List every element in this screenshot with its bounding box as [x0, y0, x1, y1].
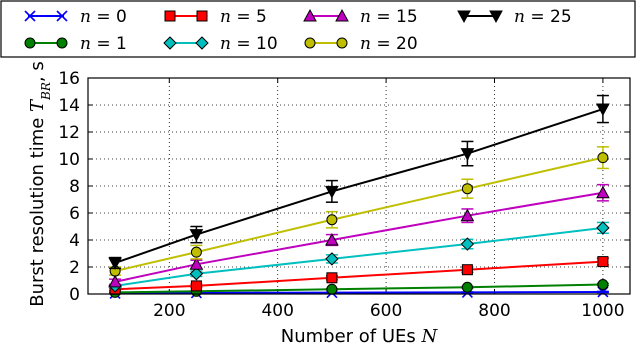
legend-label: n = 10	[220, 34, 278, 54]
x-tick-label: 800	[478, 301, 510, 321]
y-tick-label: 12	[58, 123, 80, 143]
y-tick-label: 16	[58, 69, 80, 89]
data-point	[189, 229, 204, 242]
x-tick-label: 1000	[581, 301, 624, 321]
legend-entry: n = 10	[163, 34, 278, 54]
legend-marker	[195, 36, 209, 50]
legend-label: n = 5	[220, 7, 267, 27]
legend-entry: n = 20	[304, 34, 418, 54]
legend-entry: n = 5	[164, 7, 267, 27]
x-tick-label: 600	[370, 301, 402, 321]
legend-marker	[24, 10, 36, 22]
legend-entry: n = 0	[24, 7, 127, 27]
data-point	[596, 221, 610, 235]
data-point	[460, 208, 475, 222]
legend-marker	[163, 36, 177, 50]
data-point	[325, 252, 339, 266]
data-point	[461, 281, 473, 293]
legend-entry: n = 15	[303, 7, 418, 27]
data-point	[325, 232, 339, 246]
data-point	[190, 280, 202, 292]
data-point	[189, 267, 204, 281]
legend-entry: n = 25	[457, 7, 572, 27]
data-point	[108, 274, 122, 288]
legend-label: n = 15	[360, 7, 418, 27]
legend-label: n = 1	[80, 34, 127, 54]
series-4	[108, 183, 610, 288]
y-tick-label: 10	[58, 150, 80, 170]
data-point	[596, 103, 610, 117]
legend-marker	[304, 37, 316, 49]
y-tick-label: 2	[69, 258, 80, 278]
data-point	[461, 183, 473, 195]
data-point	[597, 152, 609, 164]
x-tick-label: 400	[261, 301, 293, 321]
y-tick-label: 14	[58, 96, 80, 116]
data-point	[190, 246, 202, 258]
legend-marker	[303, 8, 317, 22]
y-tick-label: 8	[69, 177, 80, 197]
series-5	[109, 146, 609, 277]
y-tick-label: 6	[69, 204, 80, 224]
legend-marker	[24, 37, 36, 49]
y-tick-label: 0	[69, 285, 80, 305]
data-point	[460, 237, 475, 251]
legend-marker	[457, 10, 471, 24]
y-tick-label: 4	[69, 231, 80, 251]
series-6	[108, 94, 610, 270]
data-point	[108, 257, 122, 270]
series-2	[109, 256, 609, 295]
legend-marker	[489, 10, 503, 24]
legend-marker	[56, 37, 68, 49]
legend-marker	[336, 37, 348, 49]
legend-label: n = 20	[360, 34, 418, 54]
x-tick-label: 200	[153, 301, 185, 321]
axes-frame	[87, 77, 631, 295]
legend-marker-b	[56, 10, 68, 22]
legend-marker	[335, 8, 349, 22]
data-point	[596, 185, 610, 199]
legend: n = 0 n = 5 n = 15 n = 25 n = 1 n = 10 n = 20	[0, 0, 636, 58]
y-axis-ticks: 0 2 4 6 8 10 12 14 16	[58, 69, 630, 305]
legend-marker	[196, 10, 208, 22]
data-point	[460, 148, 475, 161]
data-point	[326, 272, 338, 284]
data-point	[597, 256, 609, 268]
data-point	[189, 257, 204, 270]
legend-marker	[164, 10, 176, 22]
plot-area	[88, 78, 630, 294]
legend-marker	[56, 10, 68, 22]
x-axis-title: Number of UEs N	[281, 326, 439, 347]
legend-label: n = 0	[80, 7, 127, 27]
data-point	[597, 279, 609, 291]
legend-label: n = 25	[514, 7, 572, 27]
data-point	[325, 185, 339, 199]
legend-marker-b	[24, 10, 36, 22]
data-point	[326, 214, 338, 226]
data-point	[461, 264, 473, 276]
y-axis-title: Burst resolution time TBR, s	[27, 61, 53, 307]
legend-entry: n = 1	[24, 34, 127, 54]
data-point	[326, 283, 338, 295]
legend-box	[0, 0, 636, 58]
